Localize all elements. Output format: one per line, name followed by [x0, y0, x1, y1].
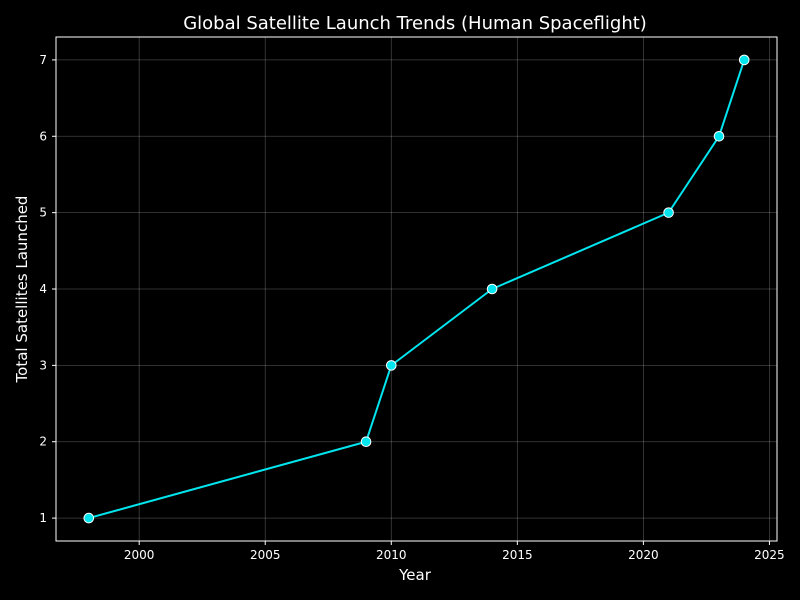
y-axis-ticks: 1 2 3 4 5 6 7 [39, 53, 56, 525]
data-point [663, 207, 674, 218]
x-tick-label: 2000 [124, 548, 155, 562]
x-tick-label: 2020 [628, 548, 659, 562]
x-axis-label: Year [398, 566, 432, 584]
y-tick-label: 4 [39, 282, 47, 296]
y-tick-label: 5 [39, 206, 47, 220]
data-point [83, 512, 95, 524]
y-tick-label: 2 [39, 435, 47, 449]
data-point [738, 54, 750, 66]
x-tick-label: 2005 [250, 548, 281, 562]
data-point [360, 436, 372, 448]
grid [56, 37, 777, 541]
x-axis-ticks: 2000 2005 2010 2015 2020 2025 [124, 541, 785, 562]
data-point [713, 130, 725, 142]
y-tick-label: 7 [39, 53, 47, 67]
y-tick-label: 3 [39, 358, 47, 372]
y-tick-label: 1 [39, 511, 47, 525]
x-tick-label: 2010 [376, 548, 407, 562]
plot-area-frame [55, 36, 778, 542]
series-markers [83, 54, 750, 524]
y-axis-label: Total Satellites Launched [13, 196, 31, 384]
data-point [486, 283, 498, 295]
x-tick-label: 2025 [754, 548, 785, 562]
x-tick-label: 2015 [502, 548, 533, 562]
data-point [385, 360, 397, 371]
chart-title: Global Satellite Launch Trends (Human Sp… [183, 13, 647, 34]
y-tick-label: 6 [39, 129, 47, 143]
